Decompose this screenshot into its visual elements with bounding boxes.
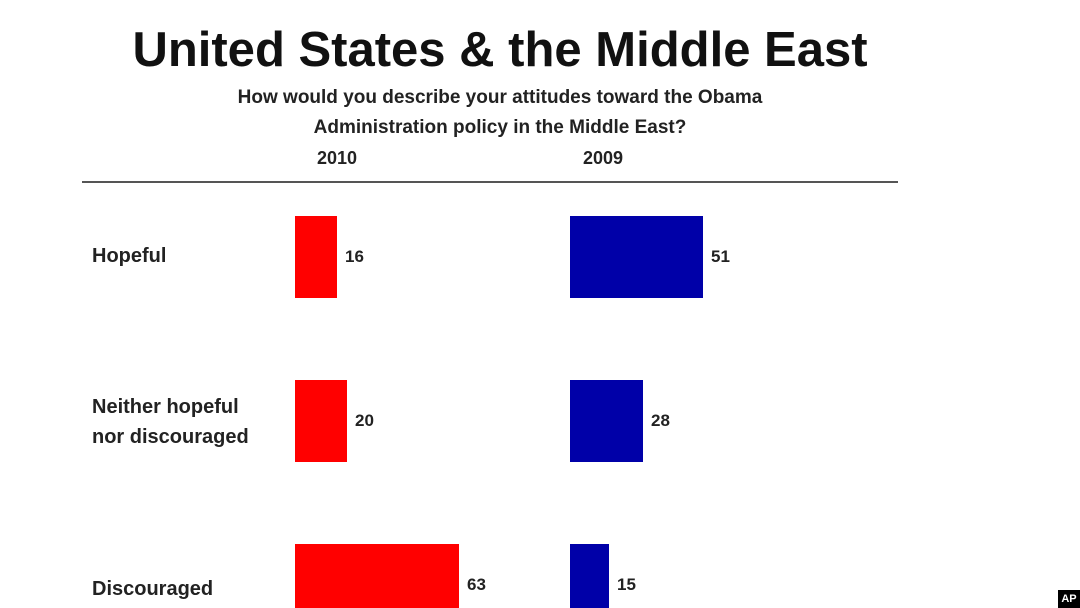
- value-label-2009-3: 15: [617, 575, 636, 594]
- bar-2010-3: [295, 544, 459, 608]
- category-label-line: Hopeful: [92, 245, 167, 267]
- value-label-2010-2: 20: [355, 411, 374, 430]
- category-label-discouraged: Discouraged: [92, 574, 213, 604]
- value-label-2010-1: 16: [345, 247, 364, 266]
- category-label-neither: Neither hopeful nor discouraged: [92, 392, 249, 452]
- column-header-2009: 2009: [582, 148, 624, 168]
- bar-2010-1: [295, 216, 337, 298]
- column-header-2010: 2010: [316, 148, 358, 168]
- category-label-line: Neither hopeful: [92, 396, 239, 418]
- chart-subtitle: How would you describe your attitudes to…: [90, 83, 910, 143]
- value-label-2009-1: 51: [711, 247, 730, 266]
- category-label-hopeful: Hopeful: [92, 241, 166, 271]
- bar-2009-1: [570, 216, 703, 298]
- bar-2009-2: [570, 380, 643, 462]
- value-label-2010-3: 63: [467, 575, 486, 594]
- ap-watermark: AP: [1058, 590, 1080, 608]
- category-label-line: nor discouraged: [92, 426, 249, 448]
- bar-2009-3: [570, 544, 609, 608]
- value-label-2009-2: 28: [651, 411, 670, 430]
- bar-2010-2: [295, 380, 347, 462]
- header-divider: [82, 181, 898, 183]
- subtitle-line-2: Administration policy in the Middle East…: [313, 117, 687, 138]
- subtitle-line-1: How would you describe your attitudes to…: [237, 87, 763, 108]
- chart-title: United States & the Middle East: [132, 23, 868, 77]
- category-label-line: Discouraged: [92, 578, 214, 600]
